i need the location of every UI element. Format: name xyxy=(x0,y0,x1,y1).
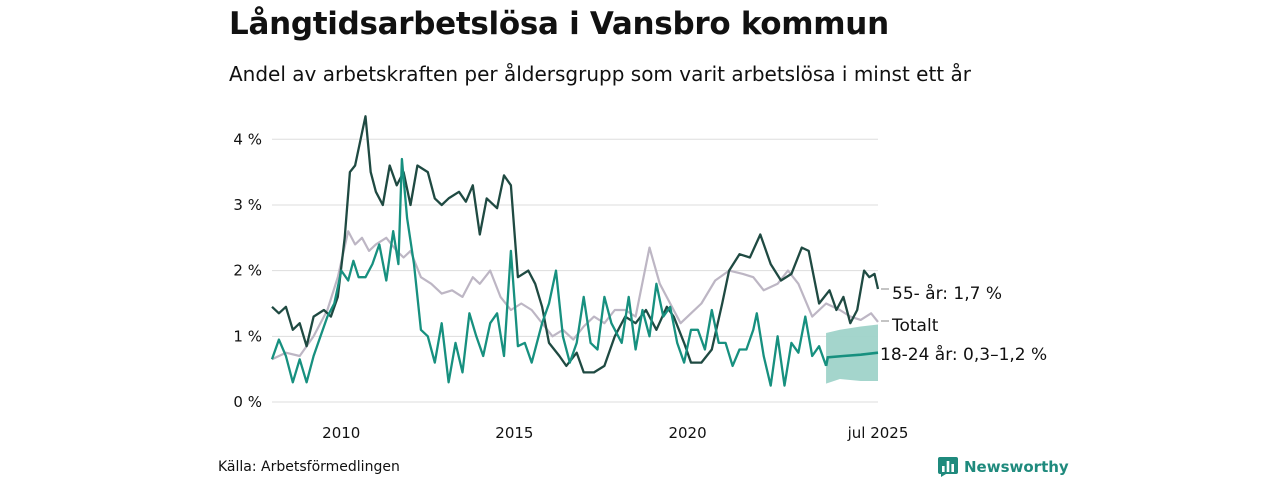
chart-title: Långtidsarbetslösa i Vansbro kommun xyxy=(229,6,889,42)
series-labels: Totalt 55- år: 1,7 % 18-24 år: 0,3–1,2 % xyxy=(880,283,1047,365)
x-tick-label: 2015 xyxy=(495,424,533,442)
brand-logo: Newsworthy xyxy=(938,456,1069,478)
estimate-line xyxy=(824,351,879,367)
y-tick-label: 0 % xyxy=(233,393,262,411)
y-axis-ticks: 0 % 1 % 2 % 3 % 4 % xyxy=(233,130,262,411)
bar-chart-icon xyxy=(938,457,958,477)
y-tick-label: 3 % xyxy=(233,196,262,214)
x-axis-ticks: 2010 2015 2020 jul 2025 xyxy=(322,424,908,442)
series-lines xyxy=(270,115,880,387)
y-tick-label: 1 % xyxy=(233,327,262,345)
x-tick-label: jul 2025 xyxy=(847,424,909,442)
source-note: Källa: Arbetsförmedlingen xyxy=(218,459,400,475)
series-label: 55- år: 1,7 % xyxy=(892,283,1002,304)
series-label: Totalt xyxy=(891,316,939,336)
x-tick-label: 2010 xyxy=(322,424,360,442)
brand-name: Newsworthy xyxy=(964,458,1069,476)
series-line-dark xyxy=(271,115,880,374)
series-line-teal xyxy=(270,157,828,387)
x-tick-label: 2020 xyxy=(668,424,706,442)
y-tick-label: 2 % xyxy=(233,262,262,280)
series-line-grey xyxy=(271,230,879,361)
y-tick-label: 4 % xyxy=(233,130,262,148)
series-label: 18-24 år: 0,3–1,2 % xyxy=(880,344,1047,365)
chart-subtitle: Andel av arbetskraften per åldersgrupp s… xyxy=(229,62,971,86)
